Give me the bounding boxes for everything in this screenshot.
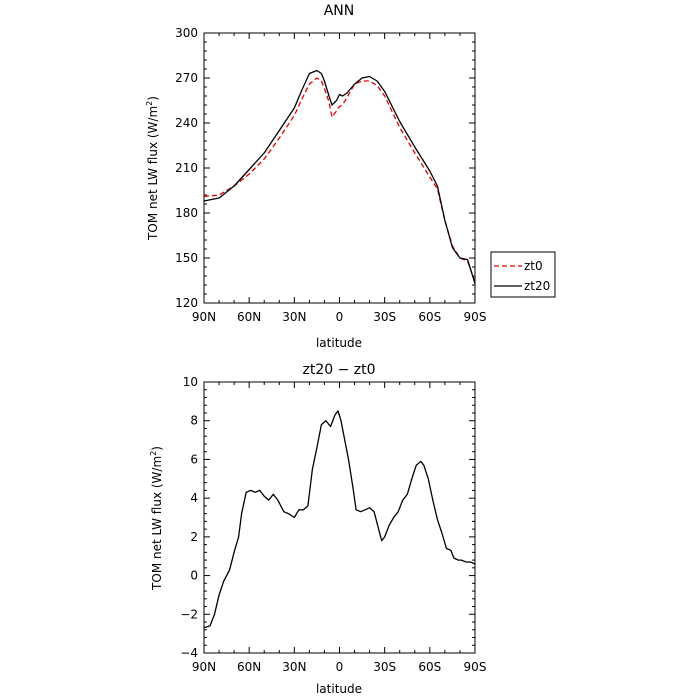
x-tick-label: 60S: [418, 660, 441, 674]
y-tick-label: 10: [183, 375, 198, 389]
y-tick-label: 120: [175, 296, 198, 310]
y-tick-label: 6: [190, 452, 198, 466]
series-line-series-0: [203, 410, 476, 629]
y-axis-label-suffix: ): [146, 96, 160, 101]
x-tick-label: 30N: [282, 660, 306, 674]
y-axis-label-superscript: 2: [149, 451, 158, 456]
y-tick-label: 4: [190, 491, 198, 505]
x-tick-label: 60S: [418, 310, 441, 324]
chart-title: ANN: [324, 3, 355, 19]
y-tick-label: 8: [190, 414, 198, 428]
y-tick-label: 210: [175, 161, 198, 175]
y-axis-label-suffix: ): [150, 446, 164, 451]
x-tick-label: 90S: [464, 310, 487, 324]
chart-title: zt20 − zt0: [302, 362, 375, 378]
y-axis-label-superscript: 2: [145, 101, 154, 106]
legend: zt0 zt20: [490, 251, 556, 298]
plot-area: 90N 60N 30N 0 30S 60S 90S −4 −2 0 2 4 6 8 10: [180, 375, 486, 674]
legend-label-zt20: zt20: [524, 279, 550, 293]
x-tick-label: 90N: [192, 660, 216, 674]
y-axis-label-main: TOM net LW flux (W/m: [146, 106, 160, 241]
legend-box: [490, 251, 556, 298]
x-tick-label: 90N: [192, 310, 216, 324]
y-tick-label: 300: [175, 26, 198, 40]
y-tick-label: 240: [175, 116, 198, 130]
x-axis-label: latitude: [316, 682, 362, 696]
x-tick-label: 0: [336, 660, 344, 674]
x-tick-label: 30S: [373, 310, 396, 324]
y-tick-label: −2: [180, 607, 198, 621]
y-tick-label: −4: [180, 646, 198, 660]
plot-frame: [203, 381, 476, 654]
x-tick-label: 60N: [237, 660, 261, 674]
panel-bottom: zt20 − zt0 90N 60N 30N 0 30S 60S 90S −4 −2 0 2 4 6 8 1…: [149, 362, 486, 696]
y-axis-label: TOM net LW flux (W/m2): [149, 446, 164, 591]
y-axis-label: TOM net LW flux (W/m2): [145, 96, 160, 241]
series-line-zt0: [203, 77, 476, 283]
x-tick-label: 60N: [237, 310, 261, 324]
y-tick-label: 2: [190, 530, 198, 544]
x-tick-label: 0: [336, 310, 344, 324]
y-axis-label-main: TOM net LW flux (W/m: [150, 456, 164, 591]
x-tick-label: 30S: [373, 660, 396, 674]
y-tick-label: 270: [175, 71, 198, 85]
panel-top: ANN 90N 60N 30N 0 30S 60S 90S 120 150 180 210 240 27…: [145, 3, 556, 350]
series-line-zt20: [203, 69, 476, 284]
x-tick-label: 90S: [464, 660, 487, 674]
x-axis-label: latitude: [316, 336, 362, 350]
y-tick-label: 0: [190, 569, 198, 583]
y-tick-label: 180: [175, 206, 198, 220]
plot-frame: [203, 32, 476, 304]
legend-label-zt0: zt0: [524, 259, 543, 273]
y-tick-label: 150: [175, 251, 198, 265]
x-tick-label: 30N: [282, 310, 306, 324]
plot-area: 90N 60N 30N 0 30S 60S 90S 120 150 180 210 240 270 300: [175, 26, 486, 324]
